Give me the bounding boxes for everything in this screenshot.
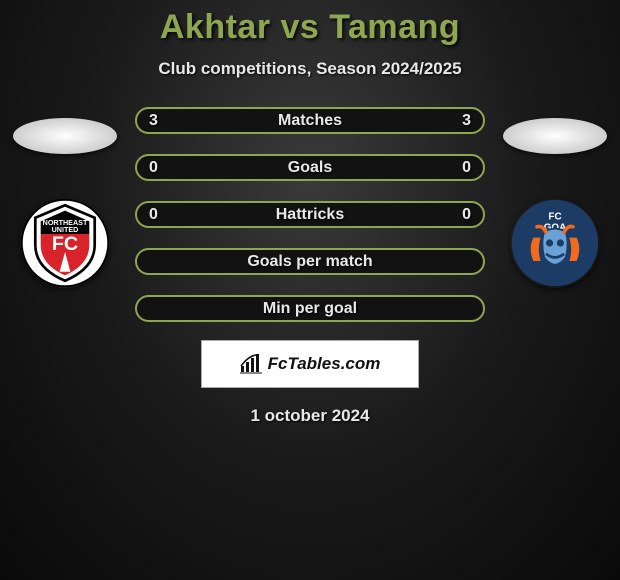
left-player-column: NORTHEAST UNITED FC [10, 118, 120, 288]
svg-text:FC: FC [52, 233, 78, 255]
club-badge-left: NORTHEAST UNITED FC [20, 198, 110, 288]
brand-text: FcTables.com [268, 354, 381, 374]
stat-label: Min per goal [137, 300, 483, 318]
page-title: Akhtar vs Tamang [0, 0, 620, 47]
stats-list: 3 Matches 3 0 Goals 0 0 Hattricks 0 Goal… [135, 107, 485, 322]
stat-label: Goals [137, 159, 483, 177]
stat-right-value: 0 [451, 206, 471, 224]
stat-left-value: 0 [149, 159, 169, 177]
stat-label: Hattricks [137, 206, 483, 224]
northeast-united-icon: NORTHEAST UNITED FC [20, 198, 110, 288]
brand-box[interactable]: FcTables.com [201, 340, 419, 388]
player-silhouette-right [503, 118, 607, 154]
stat-label: Goals per match [137, 253, 483, 271]
stat-left-value: 3 [149, 112, 169, 130]
stat-left-value: 0 [149, 206, 169, 224]
date-label: 1 october 2024 [0, 406, 620, 426]
stat-row: Goals per match [135, 248, 485, 275]
stat-label: Matches [137, 112, 483, 130]
stat-row: Min per goal [135, 295, 485, 322]
stat-row: 3 Matches 3 [135, 107, 485, 134]
svg-text:FC: FC [548, 212, 561, 223]
stat-right-value: 0 [451, 159, 471, 177]
fc-goa-icon: FC GOA [510, 198, 600, 288]
stat-right-value: 3 [451, 112, 471, 130]
player-silhouette-left [13, 118, 117, 154]
subtitle: Club competitions, Season 2024/2025 [0, 59, 620, 79]
club-badge-right: FC GOA [510, 198, 600, 288]
stat-row: 0 Goals 0 [135, 154, 485, 181]
right-player-column: FC GOA [500, 118, 610, 288]
bar-chart-icon [240, 354, 262, 374]
stat-row: 0 Hattricks 0 [135, 201, 485, 228]
